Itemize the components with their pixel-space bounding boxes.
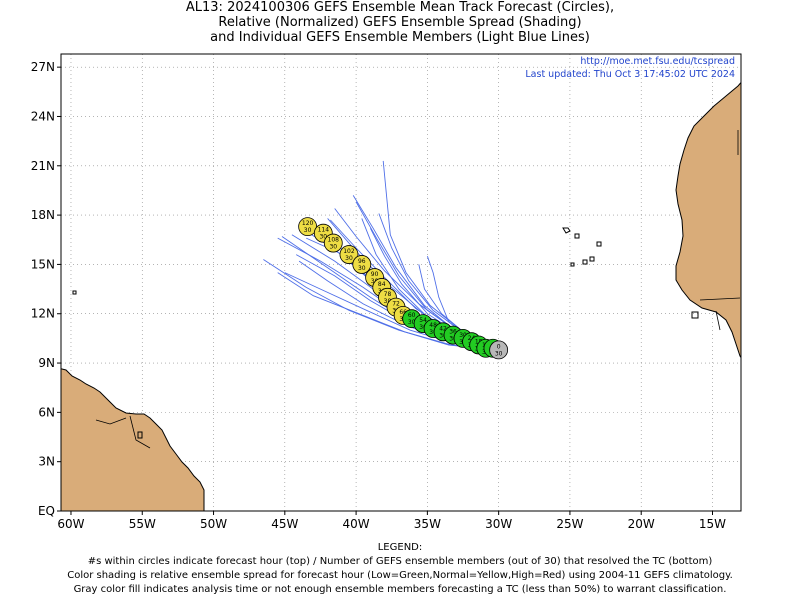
land-masses (61, 81, 741, 511)
legend-heading: LEGEND: (377, 542, 423, 553)
forecast-hour-label: 72 (392, 301, 400, 308)
land-africa (675, 81, 741, 359)
forecast-hour-label: 96 (358, 258, 366, 265)
lon-tick-label: 50W (200, 517, 227, 531)
axis-ticks: 60W 55W 50W 45W 40W 35W 30W 25W 20W 15W EQ 3N 6N 9N 12… (31, 60, 726, 531)
forecast-circle (339, 245, 359, 264)
land-south-america (61, 368, 205, 511)
forecast-hour-label: 102 (343, 248, 355, 255)
member-count-label: 30 (429, 329, 437, 336)
lon-tick-label: 20W (628, 517, 655, 531)
forecast-hour-label: 120 (302, 220, 314, 227)
forecast-hour-label: 30 (459, 332, 467, 339)
island-cape-verde (582, 259, 588, 265)
south-america-border-line (95, 417, 127, 425)
member-count-label: 30 (408, 319, 416, 326)
forecast-hour-label: 36 (449, 329, 457, 336)
lat-tick-label: 18N (31, 208, 55, 222)
lake-marker (137, 431, 143, 439)
member-count-label: 30 (329, 244, 337, 251)
forecast-hour-label: 114 (318, 227, 330, 234)
chart-title-line-2: Relative (Normalized) GEFS Ensemble Spre… (218, 15, 582, 30)
lat-tick-label: 24N (31, 109, 55, 123)
forecast-hour-label: 0 (497, 343, 501, 350)
lat-tick-label: 21N (31, 159, 55, 173)
ensemble-member-track (263, 259, 499, 351)
member-count-label: 30 (319, 234, 327, 241)
lat-tick-label: 6N (38, 405, 55, 419)
forecast-hour-label: 54 (419, 317, 427, 324)
legend-line-2: Color shading is relative ensemble sprea… (67, 570, 733, 581)
island-cape-verde (570, 262, 575, 267)
chart-title-line-1: AL13: 2024100306 GEFS Ensemble Mean Trac… (185, 0, 615, 15)
island-barbados (72, 290, 77, 295)
forecast-hour-label: 66 (399, 309, 407, 316)
lat-tick-label: 15N (31, 257, 55, 271)
member-count-label: 30 (495, 350, 503, 357)
forecast-hour-label: 18 (475, 338, 483, 345)
lon-tick-label: 60W (57, 517, 84, 531)
islands (72, 227, 699, 439)
forecast-hour-label: 24 (468, 335, 476, 342)
island-bissagos (691, 311, 699, 319)
lat-tick-label: 12N (31, 307, 55, 321)
legend-line-3: Gray color fill indicates analysis time … (73, 584, 727, 595)
member-count-label: 30 (384, 298, 392, 305)
island-cape-verde (562, 227, 571, 234)
chart-title-line-3: and Individual GEFS Ensemble Members (Li… (210, 30, 590, 45)
source-url: http://moe.met.fsu.edu/tcspread (580, 56, 735, 67)
legend-line-1: #s within circles indicate forecast hour… (87, 556, 713, 567)
mean-track-point: 030 (489, 340, 509, 360)
plot-frame (60, 53, 742, 512)
member-count-label: 30 (419, 324, 427, 331)
member-count-label: 30 (345, 255, 353, 262)
member-count-label: 30 (304, 227, 312, 234)
forecast-hour-label: 84 (378, 281, 386, 288)
member-count-label: 30 (358, 265, 366, 272)
africa-border-line (715, 310, 721, 331)
lat-tick-label: 9N (38, 356, 55, 370)
forecast-hour-label: 42 (439, 325, 447, 332)
africa-border-line (699, 297, 741, 301)
lat-tick-label: EQ (38, 504, 55, 518)
island-cape-verde (596, 241, 602, 247)
forecast-hour-label: 48 (429, 322, 437, 329)
forecast-circle (352, 255, 372, 274)
lat-tick-label: 27N (31, 60, 55, 74)
forecast-hour-label: 60 (408, 312, 416, 319)
last-updated-text: Last updated: Thu Oct 3 17:45:02 UTC 202… (525, 69, 735, 80)
lat-tick-label: 3N (38, 455, 55, 469)
lon-tick-label: 30W (485, 517, 512, 531)
lon-tick-label: 55W (129, 517, 156, 531)
mean-track-circles: 1203011430108301023096309030843078307230… (298, 217, 509, 360)
forecast-circle (489, 340, 509, 360)
island-cape-verde (574, 233, 580, 239)
lon-tick-label: 35W (414, 517, 441, 531)
lon-tick-label: 15W (699, 517, 726, 531)
south-america-border-line (129, 415, 151, 449)
lon-tick-label: 25W (556, 517, 583, 531)
forecast-hour-label: 90 (371, 271, 379, 278)
forecast-circle (323, 233, 343, 253)
forecast-hour-label: 108 (328, 237, 340, 244)
member-count-label: 30 (439, 332, 447, 339)
forecast-hour-label: 78 (384, 291, 392, 298)
island-cape-verde (589, 256, 595, 262)
lon-tick-label: 40W (343, 517, 370, 531)
member-count-label: 30 (449, 336, 457, 343)
lon-tick-label: 45W (271, 517, 298, 531)
